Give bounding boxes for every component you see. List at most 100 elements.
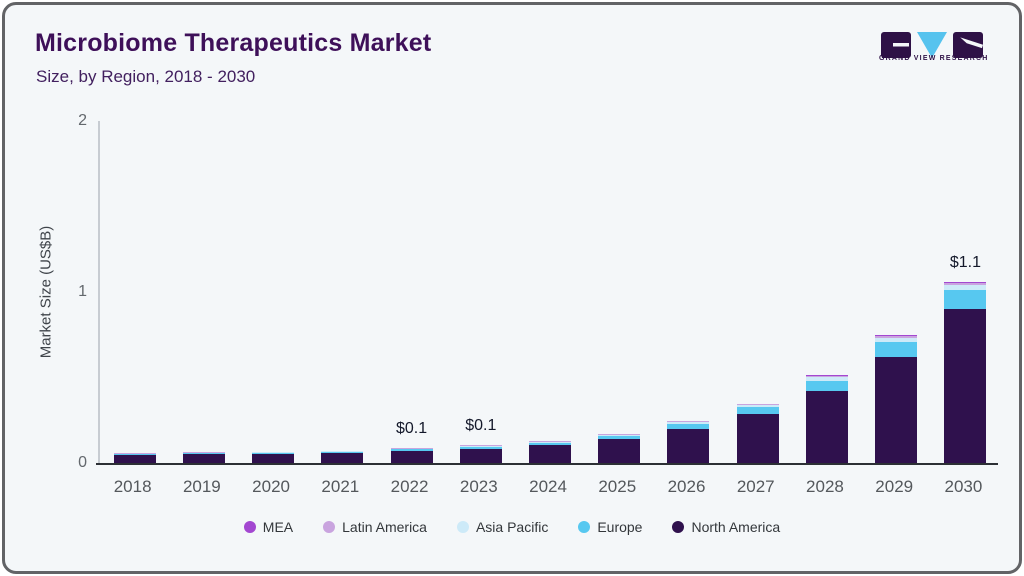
value-label-2023: $0.1 <box>465 417 497 435</box>
segment-2018-asia-pacific[interactable] <box>113 453 156 455</box>
segment-2025-asia-pacific[interactable] <box>598 434 641 436</box>
bar-2022[interactable] <box>390 448 433 463</box>
segment-2028-asia-pacific[interactable] <box>805 377 848 381</box>
bar-2021[interactable] <box>321 450 364 463</box>
legend-label: Latin America <box>342 519 427 535</box>
segment-2022-asia-pacific[interactable] <box>390 448 433 450</box>
legend-dot-europe <box>578 521 591 533</box>
plot-area: $0.1 $0.1 $1.1 <box>98 121 1000 463</box>
y-tick-0: 0 <box>78 454 87 471</box>
segment-2026-asia-pacific[interactable] <box>667 422 710 425</box>
legend-item-mea[interactable]: MEA <box>243 519 294 535</box>
legend-label: MEA <box>262 519 294 535</box>
segment-2026-north-america[interactable] <box>667 428 710 463</box>
segment-2019-asia-pacific[interactable] <box>182 452 225 454</box>
segment-2022-europe[interactable] <box>390 449 433 452</box>
legend-label: North America <box>691 519 781 535</box>
segment-2030-mea[interactable] <box>944 281 987 284</box>
bar-2029[interactable] <box>875 335 918 463</box>
bar-slot-2028 <box>792 121 861 463</box>
legend-dot-latin-america <box>323 521 336 533</box>
segment-2028-north-america[interactable] <box>805 390 848 463</box>
segment-2030-asia-pacific[interactable] <box>944 285 987 291</box>
x-label-2019: 2019 <box>182 477 221 496</box>
bar-2024[interactable] <box>529 441 572 463</box>
bar-slot-2027 <box>723 121 792 463</box>
segment-2026-europe[interactable] <box>667 424 710 429</box>
segment-2025-latin-america[interactable] <box>598 434 641 435</box>
bar-2028[interactable] <box>805 375 848 463</box>
segment-2027-north-america[interactable] <box>736 414 779 463</box>
segment-2027-latin-america[interactable] <box>736 404 779 406</box>
segment-2028-latin-america[interactable] <box>805 375 848 378</box>
segment-2029-europe[interactable] <box>875 342 918 358</box>
bar-2026[interactable] <box>667 420 710 463</box>
legend-item-europe[interactable]: Europe <box>578 519 642 535</box>
segment-2028-europe[interactable] <box>805 380 848 391</box>
segment-2024-europe[interactable] <box>529 442 572 446</box>
x-label-2028: 2028 <box>806 477 844 496</box>
legend-dot-north-america <box>672 521 685 533</box>
segment-2021-north-america[interactable] <box>321 453 364 463</box>
x-label-2023: 2023 <box>459 477 498 496</box>
segment-2030-north-america[interactable] <box>944 309 987 463</box>
x-label-2029: 2029 <box>875 477 914 496</box>
page-title: Microbiome Therapeutics Market <box>35 29 432 57</box>
segment-2026-latin-america[interactable] <box>667 421 710 423</box>
segment-2029-north-america[interactable] <box>875 357 918 463</box>
segment-2020-asia-pacific[interactable] <box>252 452 295 453</box>
segment-2020-north-america[interactable] <box>252 454 295 463</box>
bar-slot-2025 <box>585 121 654 463</box>
segment-2025-europe[interactable] <box>598 436 641 440</box>
bar-2025[interactable] <box>598 433 641 463</box>
x-label-2027: 2027 <box>736 477 775 496</box>
y-axis-title: Market Size (US$B) <box>37 225 55 359</box>
legend-item-latin-america[interactable]: Latin America <box>323 519 427 535</box>
segment-2030-europe[interactable] <box>944 290 987 310</box>
y-tick-1: 1 <box>78 283 87 300</box>
segment-2025-north-america[interactable] <box>598 439 641 463</box>
segment-2027-europe[interactable] <box>736 407 779 415</box>
bar-2019[interactable] <box>182 452 225 463</box>
bar-2027[interactable] <box>736 403 779 463</box>
segment-2018-europe[interactable] <box>113 454 156 456</box>
bars-container: $0.1 $0.1 $1.1 <box>100 121 1000 463</box>
segment-2029-asia-pacific[interactable] <box>875 337 918 343</box>
bar-2023[interactable] <box>459 445 502 463</box>
bar-2030[interactable] <box>944 281 987 463</box>
value-label-2022: $0.1 <box>395 419 428 437</box>
legend-item-north-america[interactable]: North America <box>672 519 780 535</box>
bar-slot-2019 <box>169 121 238 463</box>
segment-2021-asia-pacific[interactable] <box>321 451 364 452</box>
bar-2020[interactable] <box>252 451 295 463</box>
bar-slot-2029 <box>862 121 931 463</box>
x-label-2021: 2021 <box>321 477 360 496</box>
legend-dot-mea <box>243 521 256 533</box>
segment-2023-north-america[interactable] <box>459 448 502 463</box>
segment-2024-north-america[interactable] <box>529 445 572 463</box>
legend-item-asia-pacific[interactable]: Asia Pacific <box>456 519 548 535</box>
bar-slot-2023: $0.1 <box>446 121 515 463</box>
segment-2024-asia-pacific[interactable] <box>529 441 572 443</box>
segment-2022-north-america[interactable] <box>390 451 433 463</box>
segment-2029-latin-america[interactable] <box>875 336 918 338</box>
segment-2019-europe[interactable] <box>182 453 225 455</box>
segment-2030-latin-america[interactable] <box>944 283 987 286</box>
x-axis-labels: 2018 2019 2020 2021 2022 2023 2024 2025 2026 2027… <box>98 477 998 497</box>
segment-2026-mea[interactable] <box>667 420 710 422</box>
page-subtitle: Size, by Region, 2018 - 2030 <box>36 67 256 86</box>
bar-2018[interactable] <box>113 453 156 463</box>
segment-2020-europe[interactable] <box>252 452 295 455</box>
segment-2018-north-america[interactable] <box>113 455 156 463</box>
segment-2027-mea[interactable] <box>736 403 779 405</box>
legend-label: Europe <box>597 519 643 535</box>
legend-dot-asia-pacific <box>456 521 469 533</box>
x-label-2024: 2024 <box>529 477 567 496</box>
segment-2028-mea[interactable] <box>805 375 848 376</box>
segment-2023-europe[interactable] <box>459 446 502 449</box>
segment-2023-asia-pacific[interactable] <box>459 445 502 447</box>
segment-2021-europe[interactable] <box>321 451 364 454</box>
segment-2029-mea[interactable] <box>875 335 918 337</box>
segment-2019-north-america[interactable] <box>182 454 225 463</box>
segment-2027-asia-pacific[interactable] <box>736 405 779 408</box>
